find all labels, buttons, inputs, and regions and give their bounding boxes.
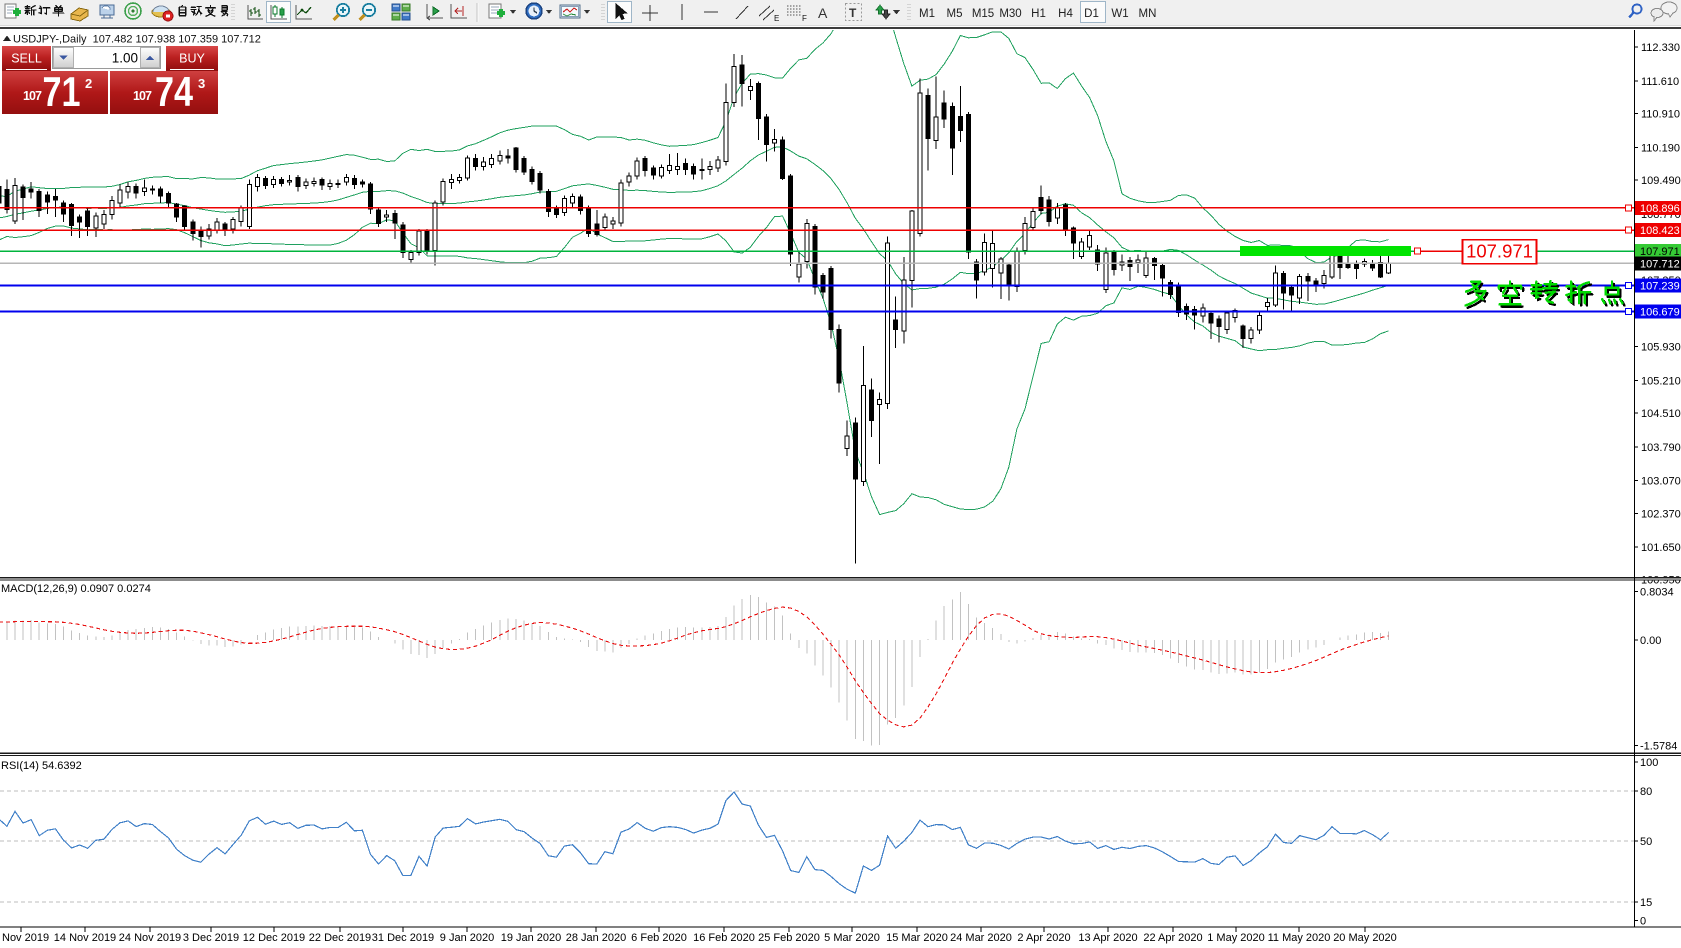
svg-text:108.423: 108.423 — [1640, 225, 1680, 237]
svg-text:T: T — [849, 6, 857, 20]
svg-text:-1.5784: -1.5784 — [1640, 741, 1677, 753]
svg-text:104.510: 104.510 — [1641, 408, 1681, 420]
svg-text:USDJPY-,Daily 107.482 107.938: USDJPY-,Daily 107.482 107.938 107.359 10… — [13, 34, 261, 46]
svg-text:71: 71 — [43, 68, 81, 115]
svg-text:5 Mar 2020: 5 Mar 2020 — [824, 932, 880, 944]
svg-text:1.00: 1.00 — [112, 51, 138, 66]
svg-text:25 Feb 2020: 25 Feb 2020 — [758, 932, 820, 944]
svg-text:MACD(12,26,9) 0.0907 0.0274: MACD(12,26,9) 0.0907 0.0274 — [1, 583, 151, 595]
svg-text:20 May 2020: 20 May 2020 — [1333, 932, 1397, 944]
svg-text:109.490: 109.490 — [1641, 175, 1681, 187]
svg-text:107.971: 107.971 — [1640, 246, 1680, 258]
svg-text:28 Jan 2020: 28 Jan 2020 — [566, 932, 627, 944]
svg-text:24 Nov 2019: 24 Nov 2019 — [119, 932, 181, 944]
svg-text:1 May 2020: 1 May 2020 — [1207, 932, 1264, 944]
svg-text:H4: H4 — [1058, 8, 1073, 20]
svg-text:E: E — [774, 14, 779, 23]
svg-text:2: 2 — [85, 76, 92, 91]
svg-text:2 Apr 2020: 2 Apr 2020 — [1017, 932, 1070, 944]
svg-text:11 May 2020: 11 May 2020 — [1268, 932, 1331, 944]
svg-text:15 Mar 2020: 15 Mar 2020 — [886, 932, 948, 944]
svg-text:16 Feb 2020: 16 Feb 2020 — [693, 932, 755, 944]
svg-text:110.190: 110.190 — [1641, 142, 1680, 154]
svg-text:19 Jan 2020: 19 Jan 2020 — [501, 932, 562, 944]
svg-text:0.8034: 0.8034 — [1640, 586, 1674, 598]
svg-text:107.712: 107.712 — [1640, 258, 1680, 270]
svg-text:80: 80 — [1640, 786, 1652, 798]
svg-text:M1: M1 — [919, 8, 935, 20]
svg-text:M30: M30 — [999, 8, 1021, 20]
svg-text:101.650: 101.650 — [1641, 542, 1681, 554]
svg-text:107.971: 107.971 — [1466, 241, 1533, 262]
svg-text:108.896: 108.896 — [1640, 203, 1680, 215]
svg-text:14 Nov 2019: 14 Nov 2019 — [54, 932, 116, 944]
svg-text:103.790: 103.790 — [1641, 442, 1681, 454]
svg-text:22 Dec 2019: 22 Dec 2019 — [309, 932, 371, 944]
svg-text:111.610: 111.610 — [1641, 76, 1679, 88]
svg-text:0.00: 0.00 — [1640, 635, 1661, 647]
svg-text:A: A — [818, 5, 828, 21]
svg-text:3: 3 — [198, 76, 205, 91]
svg-text:M5: M5 — [947, 8, 963, 20]
svg-text:6 Feb 2020: 6 Feb 2020 — [631, 932, 687, 944]
svg-text:100.950: 100.950 — [1641, 575, 1681, 587]
svg-text:110.910: 110.910 — [1641, 109, 1680, 121]
svg-text:105.210: 105.210 — [1641, 375, 1681, 387]
svg-text:107.239: 107.239 — [1640, 280, 1680, 292]
svg-text:Nov 2019: Nov 2019 — [2, 932, 49, 944]
svg-text:22 Apr 2020: 22 Apr 2020 — [1143, 932, 1202, 944]
svg-text:M15: M15 — [972, 8, 994, 20]
svg-text:W1: W1 — [1111, 8, 1128, 20]
svg-text:3 Dec 2019: 3 Dec 2019 — [183, 932, 239, 944]
svg-text:112.330: 112.330 — [1641, 42, 1680, 54]
svg-text:13 Apr 2020: 13 Apr 2020 — [1078, 932, 1137, 944]
svg-text:100: 100 — [1640, 757, 1658, 769]
svg-text:106.679: 106.679 — [1640, 307, 1680, 319]
svg-text:105.930: 105.930 — [1641, 342, 1681, 354]
svg-text:H1: H1 — [1031, 8, 1046, 20]
svg-text:50: 50 — [1640, 836, 1652, 848]
svg-text:15: 15 — [1640, 897, 1652, 909]
svg-text:102.370: 102.370 — [1641, 508, 1681, 520]
svg-text:12 Dec 2019: 12 Dec 2019 — [243, 932, 305, 944]
svg-text:0: 0 — [1640, 916, 1646, 928]
svg-text:SELL: SELL — [11, 52, 42, 66]
svg-text:9 Jan 2020: 9 Jan 2020 — [440, 932, 494, 944]
svg-text:BUY: BUY — [179, 52, 205, 66]
svg-text:74: 74 — [155, 68, 194, 115]
svg-text:24 Mar 2020: 24 Mar 2020 — [950, 932, 1012, 944]
svg-text:F: F — [802, 14, 807, 23]
svg-text:107: 107 — [133, 89, 152, 103]
svg-text:RSI(14) 54.6392: RSI(14) 54.6392 — [1, 760, 82, 772]
svg-text:D1: D1 — [1084, 8, 1099, 20]
svg-text:103.070: 103.070 — [1641, 476, 1681, 488]
svg-text:MN: MN — [1139, 8, 1157, 20]
svg-text:31 Dec 2019: 31 Dec 2019 — [372, 932, 434, 944]
svg-text:107: 107 — [23, 89, 42, 103]
